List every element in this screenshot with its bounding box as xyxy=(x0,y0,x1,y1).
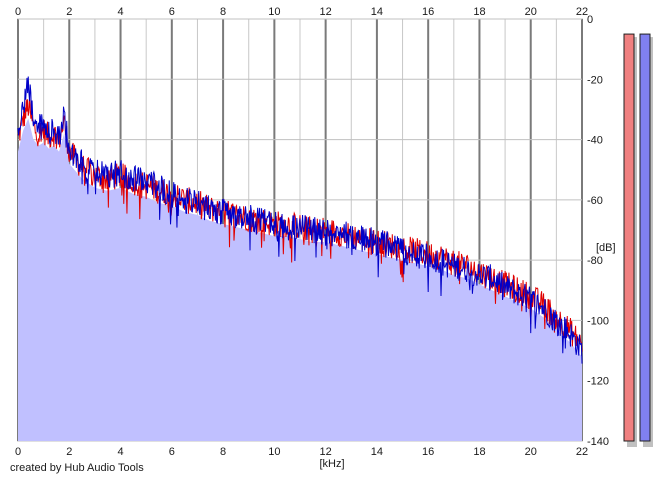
x-tick-label-top-4: 8 xyxy=(220,6,226,18)
y-tick-label-0: 0 xyxy=(587,14,593,26)
y-tick-label-1: -20 xyxy=(587,74,603,86)
level-meters xyxy=(623,33,653,447)
y-tick-label-4: -80 xyxy=(587,255,603,267)
x-tick-label-bottom-10: 20 xyxy=(525,446,537,458)
series-line-1 xyxy=(17,76,583,364)
y-tick-label-5: -100 xyxy=(587,315,609,327)
spectrum-area xyxy=(18,118,582,441)
x-tick-label-bottom-2: 4 xyxy=(117,446,123,458)
x-tick-labels-top: 0 2 4 6 8 10 12 14 16 18 20 22 xyxy=(15,6,588,18)
spectrum-fill xyxy=(18,118,582,441)
x-tick-label-top-10: 20 xyxy=(525,6,537,18)
x-tick-label-bottom-8: 16 xyxy=(422,446,434,458)
x-tick-label-bottom-9: 18 xyxy=(473,446,485,458)
credit-text: created by Hub Audio Tools xyxy=(10,462,144,474)
x-tick-label-top-0: 0 xyxy=(15,6,21,18)
x-tick-label-bottom-11: 22 xyxy=(576,446,588,458)
y-axis-unit-label: [dB] xyxy=(596,242,616,254)
y-tick-label-7: -140 xyxy=(587,436,609,448)
x-tick-label-top-7: 14 xyxy=(371,6,383,18)
x-tick-label-top-9: 18 xyxy=(473,6,485,18)
y-tick-labels: 0 -20 -40 -60 -80 -100 -120 -140 xyxy=(587,14,609,448)
y-tick-label-3: -60 xyxy=(587,195,603,207)
series-lines xyxy=(17,76,583,364)
x-tick-label-bottom-7: 14 xyxy=(371,446,383,458)
x-tick-label-bottom-5: 10 xyxy=(268,446,280,458)
level-meter-bar-0 xyxy=(623,33,635,442)
x-tick-label-top-8: 16 xyxy=(422,6,434,18)
x-tick-label-bottom-4: 8 xyxy=(220,446,226,458)
x-axis-unit-label: [kHz] xyxy=(319,458,344,470)
x-tick-label-top-5: 10 xyxy=(268,6,280,18)
level-meter-bar-1 xyxy=(639,33,651,442)
x-tick-label-bottom-6: 12 xyxy=(320,446,332,458)
x-tick-labels-bottom: 0 2 4 6 8 10 12 14 16 18 20 22 xyxy=(15,446,588,458)
x-tick-label-top-3: 6 xyxy=(169,6,175,18)
x-tick-label-top-2: 4 xyxy=(117,6,123,18)
x-tick-label-top-6: 12 xyxy=(320,6,332,18)
y-tick-label-2: -40 xyxy=(587,135,603,147)
y-tick-label-6: -120 xyxy=(587,376,609,388)
x-tick-label-top-11: 22 xyxy=(576,6,588,18)
x-tick-label-bottom-0: 0 xyxy=(15,446,21,458)
x-tick-label-top-1: 2 xyxy=(66,6,72,18)
x-tick-label-bottom-1: 2 xyxy=(66,446,72,458)
x-tick-label-bottom-3: 6 xyxy=(169,446,175,458)
